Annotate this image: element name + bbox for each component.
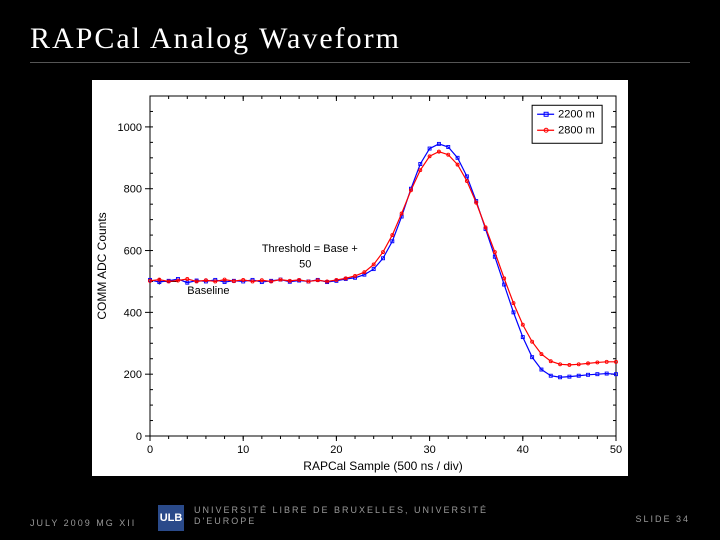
svg-text:30: 30 — [423, 444, 435, 456]
svg-text:Baseline: Baseline — [187, 285, 229, 297]
svg-text:600: 600 — [124, 246, 142, 258]
svg-text:200: 200 — [124, 369, 142, 381]
svg-text:2200 m: 2200 m — [558, 108, 595, 120]
svg-text:20: 20 — [330, 444, 342, 456]
svg-text:50: 50 — [299, 259, 311, 271]
footer-affiliation-line1: UNIVERSITÉ LIBRE DE BRUXELLES, UNIVERSIT… — [194, 505, 488, 515]
svg-text:50: 50 — [610, 444, 622, 456]
footer-affiliation-line2: D'EUROPE — [194, 516, 256, 526]
svg-text:40: 40 — [517, 444, 529, 456]
chart-svg: 0 10 20 30 40 50 0 200 400 600 800 1000 RAPCal Sampl… — [92, 80, 628, 476]
svg-text:800: 800 — [124, 184, 142, 196]
slide-title: RAPCal Analog Waveform — [30, 22, 401, 56]
svg-text:0: 0 — [136, 431, 142, 443]
waveform-chart: 0 10 20 30 40 50 0 200 400 600 800 1000 RAPCal Sampl… — [92, 80, 628, 476]
svg-text:Threshold = Base +: Threshold = Base + — [262, 243, 358, 255]
svg-text:2800 m: 2800 m — [558, 124, 595, 136]
svg-text:0: 0 — [147, 444, 153, 456]
slide-number: SLIDE 34 — [635, 514, 690, 524]
footer-date: JULY 2009 MG XII — [30, 518, 136, 528]
footer-affiliation: UNIVERSITÉ LIBRE DE BRUXELLES, UNIVERSIT… — [194, 505, 488, 528]
svg-text:1000: 1000 — [118, 122, 142, 134]
svg-text:RAPCal Sample (500 ns / div): RAPCal Sample (500 ns / div) — [303, 459, 462, 473]
ulb-logo: ULB — [158, 505, 184, 531]
svg-text:10: 10 — [237, 444, 249, 456]
svg-text:COMM ADC Counts: COMM ADC Counts — [95, 212, 109, 319]
title-rule — [30, 62, 690, 63]
svg-text:400: 400 — [124, 307, 142, 319]
